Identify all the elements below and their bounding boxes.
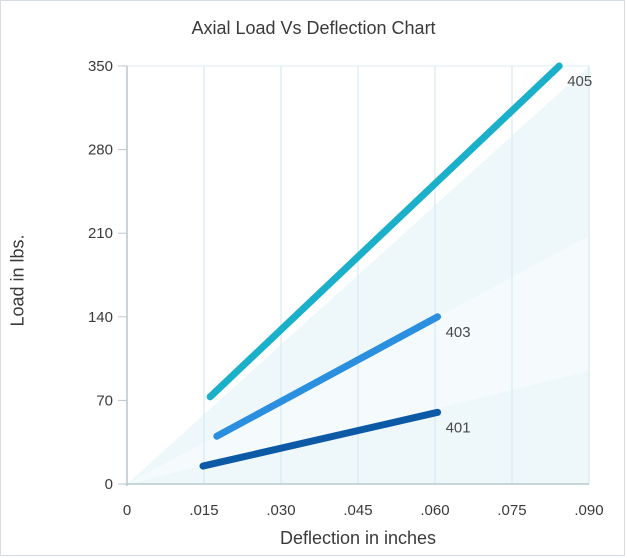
x-tick-label: .060 (420, 502, 449, 519)
y-tick-label: 70 (96, 392, 113, 409)
series-line-405 (206, 62, 563, 401)
x-axis-label: Deflection in inches (279, 528, 437, 548)
x-tick-label: .075 (497, 502, 526, 519)
y-tick-label: 350 (88, 58, 113, 75)
x-tick-label: .030 (266, 502, 295, 519)
series-line-401 (199, 408, 442, 470)
x-tick-label: 0 (123, 502, 131, 519)
y-tick-label: 210 (88, 225, 113, 242)
series-label-405: 405 (567, 73, 592, 90)
series-label-403: 403 (446, 324, 471, 341)
x-tick-label: .015 (189, 502, 218, 519)
y-tick-label: 280 (88, 142, 113, 159)
series-label-401: 401 (446, 419, 471, 436)
y-tick-label: 140 (88, 309, 113, 326)
x-tick-label: .090 (574, 502, 603, 519)
chart-title: Axial Load Vs Deflection Chart (191, 18, 436, 38)
series-line-403 (213, 313, 442, 440)
y-tick-label: 0 (105, 476, 113, 493)
x-tick-label: .045 (343, 502, 372, 519)
